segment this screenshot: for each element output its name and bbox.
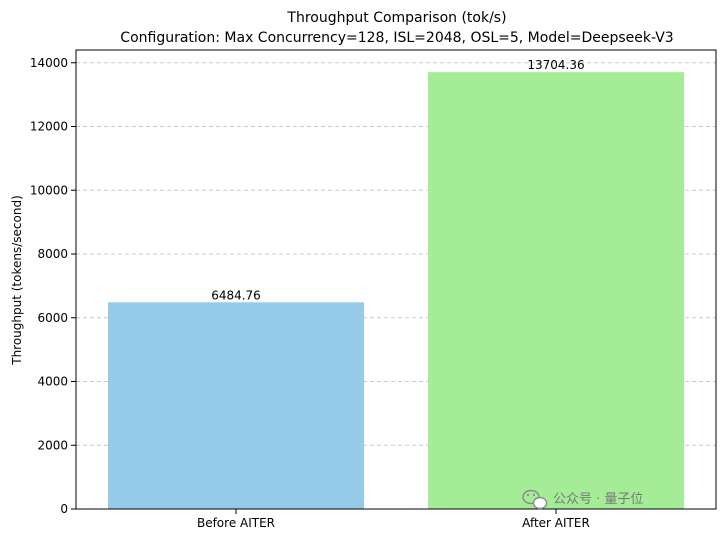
y-axis-ticks: 0 2000 4000 6000 8000 10000 12000 14000: [30, 56, 76, 516]
bar: [108, 302, 364, 509]
plot-frame: [75, 49, 717, 510]
chart-subtitle: Configuration: Max Concurrency=128, ISL=…: [120, 30, 673, 46]
y-tick-label: 8000: [37, 247, 68, 261]
y-tick-label: 2000: [37, 438, 68, 452]
y-tick-label: 12000: [30, 120, 68, 134]
watermark-text: 公众号 · 量子位: [553, 492, 643, 507]
x-tick-label: After AITER: [522, 516, 590, 530]
bars: [108, 72, 684, 509]
chart-title: Throughput Comparison (tok/s): [286, 10, 506, 26]
x-tick-label: Before AITER: [197, 516, 275, 530]
x-axis-ticks: Before AITER After AITER: [197, 509, 590, 530]
data-labels: 6484.76 13704.36: [211, 58, 584, 302]
bar: [428, 72, 684, 509]
y-axis-label: Throughput (tokens/second): [10, 195, 24, 366]
y-tick-label: 4000: [37, 375, 68, 389]
wechat-icon: [522, 489, 548, 510]
y-tick-label: 0: [60, 502, 68, 516]
y-tick-label: 6000: [37, 311, 68, 325]
y-tick-label: 14000: [30, 56, 68, 70]
y-tick-label: 10000: [30, 183, 68, 197]
bar-value-label: 13704.36: [527, 58, 584, 72]
watermark: 公众号 · 量子位: [522, 489, 643, 510]
bar-value-label: 6484.76: [211, 288, 261, 302]
